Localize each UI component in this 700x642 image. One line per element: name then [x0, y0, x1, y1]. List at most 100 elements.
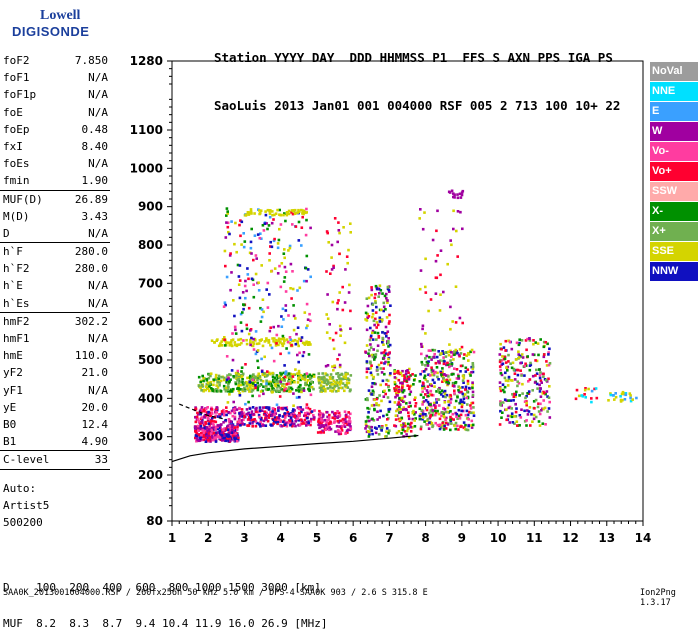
echo-point	[226, 374, 229, 377]
echo-point	[375, 365, 379, 369]
echo-point	[217, 374, 221, 378]
echo-point	[371, 312, 375, 316]
echo-point	[197, 429, 200, 432]
echo-point	[461, 189, 465, 193]
echo-point	[303, 343, 307, 346]
echo-point	[245, 384, 249, 388]
echo-point	[246, 424, 249, 427]
echo-point	[406, 384, 409, 387]
echo-point	[259, 209, 263, 212]
echo-point	[307, 420, 310, 423]
echo-point	[504, 339, 508, 343]
echo-point	[290, 209, 294, 212]
echo-point	[401, 390, 405, 394]
y-tick-label: 600	[138, 315, 163, 329]
echo-point	[387, 361, 390, 364]
echo-point	[442, 362, 446, 366]
echo-point	[301, 421, 305, 424]
echo-point	[206, 406, 209, 409]
echo-point	[270, 346, 274, 350]
echo-point	[272, 418, 275, 422]
param-name: fxI	[3, 139, 23, 153]
echo-point	[449, 393, 452, 397]
echo-point	[279, 420, 282, 423]
echo-point	[366, 415, 370, 419]
echo-point	[331, 377, 334, 380]
echo-point	[429, 383, 433, 386]
echo-point	[317, 420, 320, 423]
echo-point	[418, 287, 422, 291]
echo-point	[242, 411, 245, 415]
echo-point	[251, 422, 254, 425]
echo-point	[226, 225, 230, 229]
echo-point	[369, 371, 373, 375]
echo-point	[284, 290, 288, 293]
echo-point	[526, 392, 529, 395]
echo-point	[222, 436, 225, 440]
echo-point	[207, 437, 210, 440]
y-tick-label: 500	[138, 353, 163, 367]
echo-point	[249, 374, 252, 378]
echo-point	[459, 413, 463, 417]
echo-point	[329, 421, 332, 424]
echo-point	[247, 306, 251, 310]
echo-point	[365, 424, 368, 428]
echo-point	[278, 227, 281, 231]
echo-point	[324, 364, 328, 368]
echo-point	[297, 419, 300, 422]
echo-point	[619, 398, 623, 402]
echo-point	[203, 377, 207, 380]
echo-point	[421, 412, 425, 415]
echo-point	[336, 410, 339, 413]
echo-point	[246, 387, 249, 390]
echo-point	[365, 376, 369, 379]
echo-point	[439, 370, 443, 374]
echo-point	[262, 392, 265, 396]
echo-point	[298, 286, 302, 290]
echo-point	[282, 420, 285, 423]
echo-point	[333, 364, 336, 368]
echo-point	[418, 407, 422, 410]
echo-point	[336, 301, 339, 305]
echo-point	[269, 413, 272, 417]
echo-point	[264, 388, 268, 391]
echo-point	[252, 295, 256, 299]
echo-point	[293, 338, 297, 342]
echo-point	[426, 385, 430, 388]
echo-point	[444, 421, 448, 425]
echo-point	[458, 192, 462, 196]
echo-point	[510, 415, 514, 419]
echo-point	[433, 352, 436, 356]
echo-point	[309, 393, 313, 397]
echo-point	[330, 383, 334, 386]
echo-point	[349, 222, 352, 225]
echo-point	[200, 389, 203, 392]
echo-point	[207, 432, 211, 435]
echo-point	[529, 361, 532, 365]
echo-point	[256, 381, 259, 385]
y-tick-label: 80	[146, 514, 163, 528]
echo-point	[199, 424, 203, 428]
echo-point	[319, 384, 323, 387]
echo-point	[384, 392, 387, 396]
echo-point	[424, 257, 427, 261]
file-info-footer: SAA0K_2013001004000.RSF / 260fx256h 50 k…	[3, 588, 428, 598]
echo-point	[466, 428, 470, 432]
echo-point	[457, 374, 460, 378]
echo-point	[377, 287, 381, 291]
echo-point	[280, 342, 284, 346]
echo-point	[454, 285, 458, 288]
echo-point	[291, 287, 295, 291]
param-value: 302.2	[74, 314, 108, 328]
echo-point	[424, 414, 428, 418]
echo-point	[349, 374, 353, 377]
param-name: yF1	[3, 383, 23, 397]
echo-point	[431, 378, 435, 382]
echo-point	[233, 406, 237, 409]
echo-point	[266, 373, 269, 377]
echo-point	[279, 374, 282, 378]
echo-point	[445, 393, 449, 397]
param-name: hmE	[3, 349, 23, 363]
echo-point	[336, 416, 339, 419]
echo-point	[251, 344, 254, 348]
